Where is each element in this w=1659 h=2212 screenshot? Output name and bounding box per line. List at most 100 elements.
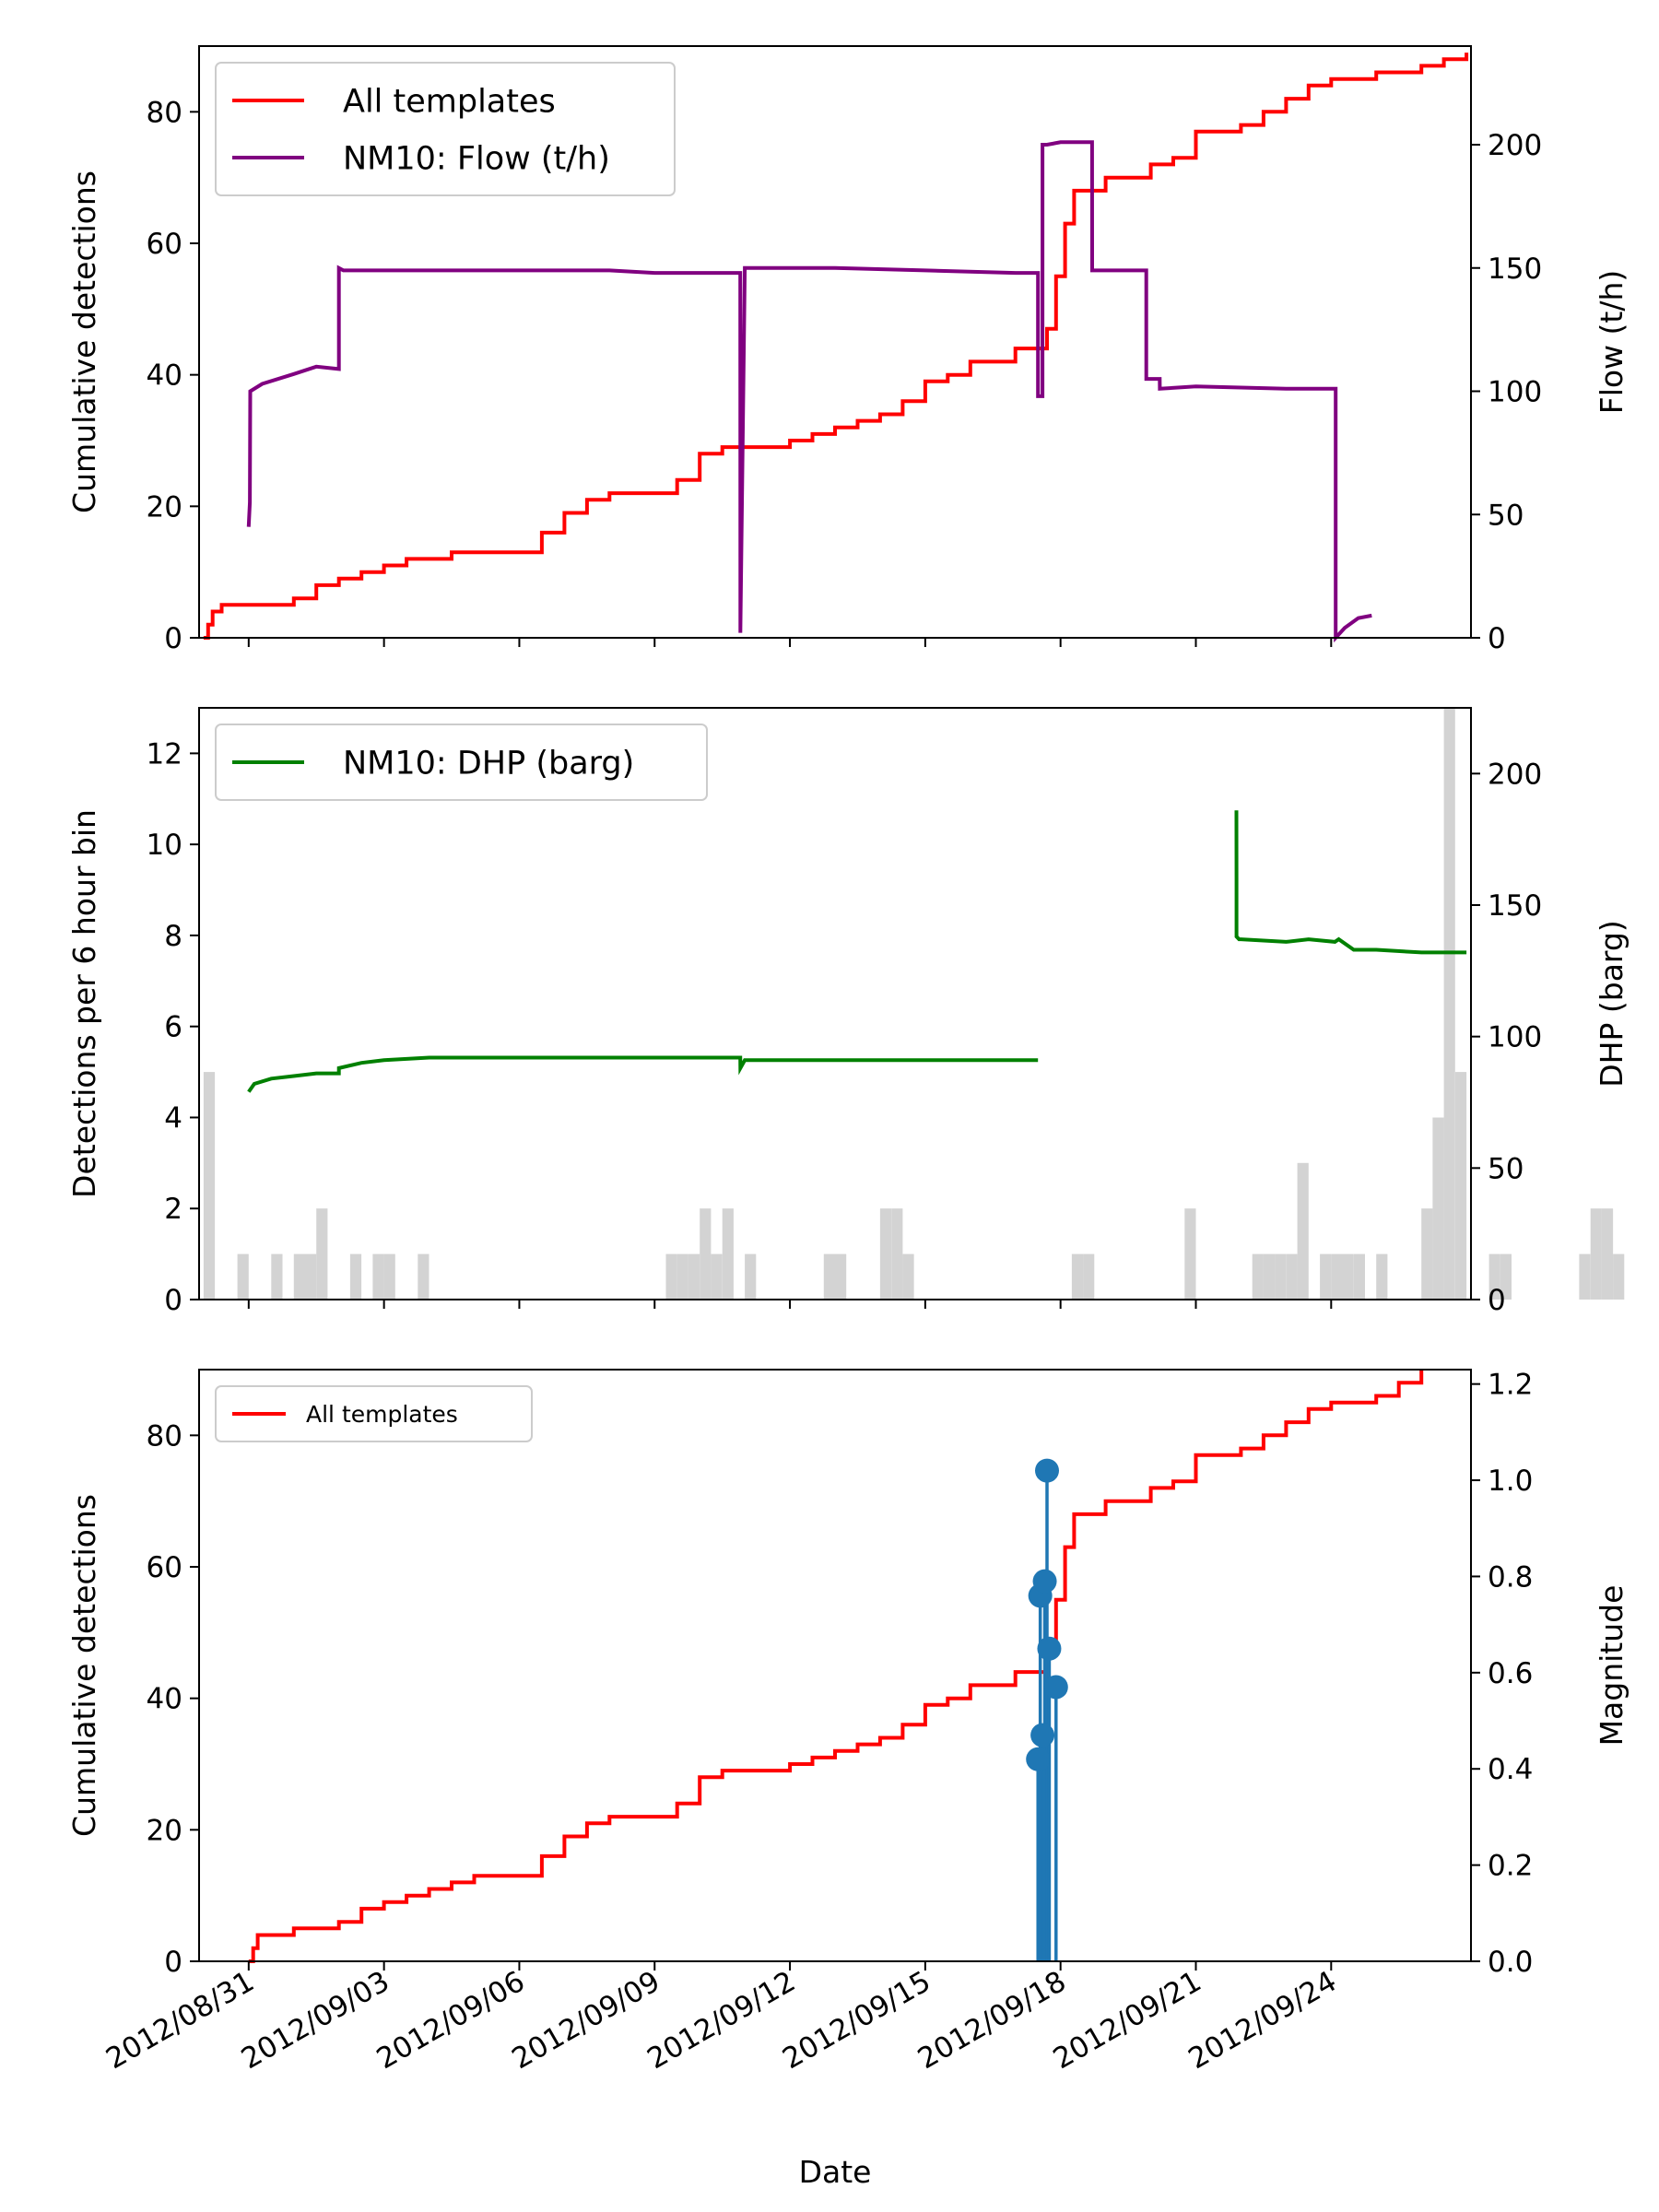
y-tick-label: 6 [164,1011,182,1044]
y-tick-label: 0 [164,1946,182,1979]
series-line-0 [247,810,1467,1093]
magnitude-marker [1037,1636,1062,1661]
histogram-bar [1275,1253,1287,1300]
panel-bottom [190,1369,1480,1971]
legend-label: All templates [343,83,556,120]
plot-frame [198,45,1472,639]
histogram-bar [1443,708,1455,1300]
legend-label: All templates [306,1401,458,1428]
y-right-tick-label: 0.8 [1488,1560,1533,1594]
y-tick-label: 40 [147,359,182,393]
histogram-bar [305,1253,317,1300]
histogram-bar [316,1208,328,1300]
histogram-bar [879,1208,892,1300]
histogram-bar [1432,1117,1444,1300]
legend-label: NM10: DHP (barg) [343,745,634,782]
histogram-bar [1320,1253,1332,1300]
histogram-bar [722,1208,734,1300]
y-right-tick-label: 0.2 [1488,1850,1533,1883]
magnitude-marker [1026,1747,1051,1771]
histogram-bar [383,1253,395,1300]
histogram-bar [677,1253,688,1300]
histogram-bar [237,1253,249,1300]
y-right-tick-label: 0.4 [1488,1753,1533,1786]
histogram-bar [203,1072,216,1300]
y-tick-label: 60 [147,228,182,261]
histogram-bar [1500,1253,1512,1300]
histogram-bar [372,1253,384,1300]
series-line-0 [203,53,1469,640]
series-line-0 [248,1370,1424,1963]
y-tick-label: 12 [147,737,182,771]
histogram-bar [1286,1253,1298,1300]
y-right-axis-label: DHP (barg) [1594,920,1630,1087]
y-axis-label: Cumulative detections [66,171,102,513]
histogram-bar [1071,1253,1084,1300]
histogram-bar [1263,1253,1276,1300]
legend-box [215,1385,533,1442]
x-tick-label: 2012/09/12 [641,1965,801,2077]
x-tick-label: 2012/09/18 [912,1965,1072,2077]
y-axis-label: Cumulative detections [66,1494,102,1837]
y-tick-label: 80 [147,1419,182,1453]
y-tick-label: 60 [147,1551,182,1584]
magnitude-marker [1035,1458,1059,1483]
x-tick-label: 2012/09/09 [507,1965,666,2077]
x-tick-label: 2012/08/31 [100,1965,260,2077]
histogram-bar [700,1208,712,1300]
y-right-tick-label: 1.2 [1488,1369,1533,1402]
histogram-bar [1252,1253,1264,1300]
histogram-bar [1579,1253,1591,1300]
y-tick-label: 10 [147,829,182,862]
y-right-tick-label: 0.0 [1488,1946,1533,1979]
y-right-tick-label: 200 [1488,129,1542,162]
histogram-bar [1613,1253,1625,1300]
x-tick-label: 2012/09/03 [236,1965,395,2077]
y-axis-label: Detections per 6 hour bin [66,809,102,1198]
y-right-axis-label: Flow (t/h) [1594,270,1630,415]
y-tick-label: 20 [147,490,182,524]
y-tick-label: 8 [164,920,182,953]
y-tick-label: 0 [164,1284,182,1317]
y-right-tick-label: 50 [1488,499,1524,532]
histogram-bar [1353,1253,1365,1300]
panel-middle [190,707,1625,1309]
y-tick-label: 0 [164,622,182,655]
histogram-bar [902,1253,914,1300]
plot-frame [198,707,1472,1300]
plot-frame [198,1369,1472,1962]
histogram-bar [835,1253,847,1300]
histogram-bar [1184,1208,1196,1300]
x-tick-label: 2012/09/15 [777,1965,936,2077]
histogram-bar [1331,1253,1343,1300]
histogram-bar [711,1253,723,1300]
legend-box [215,724,708,801]
y-right-axis-label: Magnitude [1594,1585,1630,1747]
y-tick-label: 2 [164,1193,182,1226]
y-right-tick-label: 100 [1488,376,1542,409]
histogram-bar [1454,1072,1467,1300]
histogram-bar [1590,1208,1602,1300]
histogram-bar [1376,1253,1388,1300]
x-tick-label: 2012/09/21 [1048,1965,1207,2077]
histogram-bar [1601,1208,1614,1300]
y-right-tick-label: 0.6 [1488,1657,1533,1690]
histogram-bar [1488,1253,1500,1300]
histogram-bar [271,1253,283,1300]
histogram-bar [1421,1208,1433,1300]
y-right-tick-label: 50 [1488,1152,1524,1185]
y-tick-label: 4 [164,1101,182,1135]
x-tick-label: 2012/09/06 [371,1965,531,2077]
magnitude-marker [1032,1569,1057,1594]
histogram-bar [293,1253,305,1300]
y-right-tick-label: 0 [1488,622,1506,655]
histogram-bar [891,1208,903,1300]
y-tick-label: 40 [147,1683,182,1716]
series-line-1 [246,140,1372,643]
histogram-bar [349,1253,362,1300]
y-tick-label: 80 [147,96,182,129]
histogram-bar [823,1253,835,1300]
histogram-bar [1297,1162,1309,1300]
magnitude-marker [1043,1675,1068,1700]
